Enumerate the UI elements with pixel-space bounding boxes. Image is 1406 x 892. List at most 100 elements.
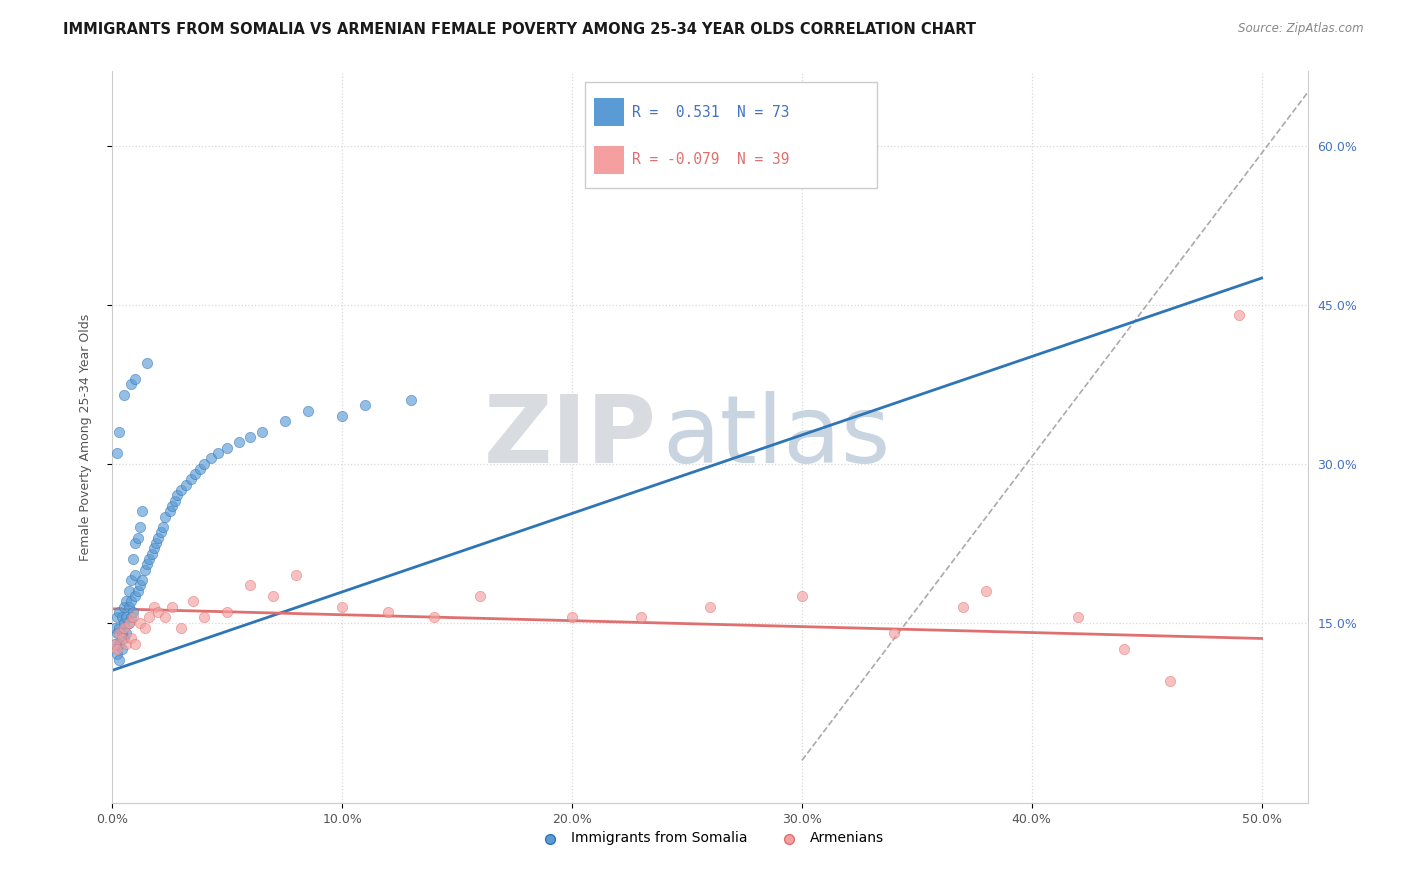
Point bbox=[166, 488, 188, 502]
Point bbox=[129, 520, 152, 534]
Point bbox=[145, 536, 167, 550]
Point bbox=[108, 425, 131, 439]
Point bbox=[122, 605, 145, 619]
Point bbox=[228, 435, 250, 450]
Point bbox=[120, 377, 142, 392]
Point bbox=[1067, 610, 1090, 624]
Point bbox=[134, 563, 156, 577]
Point bbox=[354, 398, 377, 412]
Point bbox=[170, 621, 193, 635]
Point bbox=[104, 637, 127, 651]
Point bbox=[401, 392, 423, 407]
Point bbox=[239, 430, 262, 444]
Point bbox=[115, 626, 138, 640]
Point bbox=[1159, 673, 1181, 688]
Point bbox=[104, 621, 127, 635]
Point bbox=[111, 632, 134, 646]
Point bbox=[162, 499, 183, 513]
Point bbox=[1112, 642, 1135, 657]
Point bbox=[122, 610, 145, 624]
Point bbox=[131, 573, 153, 587]
Point bbox=[115, 610, 138, 624]
Point bbox=[112, 621, 135, 635]
Point bbox=[142, 599, 165, 614]
Point bbox=[200, 451, 222, 466]
Point bbox=[163, 493, 186, 508]
Legend: Immigrants from Somalia, Armenians: Immigrants from Somalia, Armenians bbox=[530, 826, 890, 851]
Point bbox=[193, 610, 215, 624]
Point bbox=[105, 642, 128, 657]
Point bbox=[117, 599, 139, 614]
Text: R =  0.531  N = 73: R = 0.531 N = 73 bbox=[633, 105, 790, 120]
Point bbox=[138, 610, 160, 624]
Point bbox=[122, 552, 145, 566]
Point bbox=[377, 605, 399, 619]
Point bbox=[155, 610, 177, 624]
Point bbox=[239, 578, 262, 592]
Point bbox=[136, 558, 159, 572]
Point bbox=[124, 637, 146, 651]
Point bbox=[134, 621, 156, 635]
Point bbox=[117, 583, 139, 598]
Point bbox=[120, 594, 142, 608]
Point bbox=[1227, 308, 1250, 322]
Point bbox=[108, 626, 131, 640]
Point bbox=[790, 589, 813, 603]
Point bbox=[112, 632, 135, 646]
Point bbox=[162, 599, 183, 614]
Point bbox=[297, 403, 319, 417]
Point bbox=[630, 610, 652, 624]
Point bbox=[217, 441, 239, 455]
Point bbox=[112, 387, 135, 401]
Point bbox=[105, 626, 128, 640]
Point bbox=[250, 425, 273, 439]
Text: ZIP: ZIP bbox=[484, 391, 657, 483]
Point bbox=[470, 589, 492, 603]
Point bbox=[108, 621, 131, 635]
Point bbox=[149, 525, 172, 540]
Bar bbox=[595, 98, 624, 127]
Point bbox=[115, 594, 138, 608]
Point bbox=[120, 610, 142, 624]
Point bbox=[111, 642, 134, 657]
Point bbox=[274, 414, 297, 428]
Point bbox=[138, 552, 160, 566]
Point bbox=[207, 446, 229, 460]
Point bbox=[115, 637, 138, 651]
Point bbox=[124, 536, 146, 550]
Point bbox=[330, 599, 353, 614]
Point bbox=[112, 615, 135, 630]
Point bbox=[131, 504, 153, 518]
Point bbox=[974, 583, 997, 598]
Point bbox=[104, 637, 127, 651]
Point bbox=[111, 610, 134, 624]
Text: IMMIGRANTS FROM SOMALIA VS ARMENIAN FEMALE POVERTY AMONG 25-34 YEAR OLDS CORRELA: IMMIGRANTS FROM SOMALIA VS ARMENIAN FEMA… bbox=[63, 22, 976, 37]
Point bbox=[142, 541, 165, 556]
Point bbox=[699, 599, 721, 614]
Point bbox=[108, 605, 131, 619]
Point bbox=[120, 632, 142, 646]
Point bbox=[141, 547, 163, 561]
Y-axis label: Female Poverty Among 25-34 Year Olds: Female Poverty Among 25-34 Year Olds bbox=[79, 313, 91, 561]
Point bbox=[152, 520, 174, 534]
Point bbox=[129, 578, 152, 592]
Point bbox=[883, 626, 905, 640]
Point bbox=[952, 599, 974, 614]
Point bbox=[262, 589, 284, 603]
Point bbox=[105, 610, 128, 624]
Point bbox=[423, 610, 446, 624]
Point bbox=[180, 473, 202, 487]
Point bbox=[561, 610, 583, 624]
Point bbox=[117, 615, 139, 630]
Point bbox=[745, 128, 768, 142]
Point bbox=[112, 599, 135, 614]
Point bbox=[127, 583, 149, 598]
Point bbox=[129, 615, 152, 630]
Point bbox=[148, 605, 170, 619]
Point bbox=[181, 594, 204, 608]
Point bbox=[217, 605, 239, 619]
Point bbox=[120, 573, 142, 587]
Text: R = -0.079  N = 39: R = -0.079 N = 39 bbox=[633, 152, 790, 167]
Point bbox=[124, 589, 146, 603]
Text: atlas: atlas bbox=[662, 391, 890, 483]
